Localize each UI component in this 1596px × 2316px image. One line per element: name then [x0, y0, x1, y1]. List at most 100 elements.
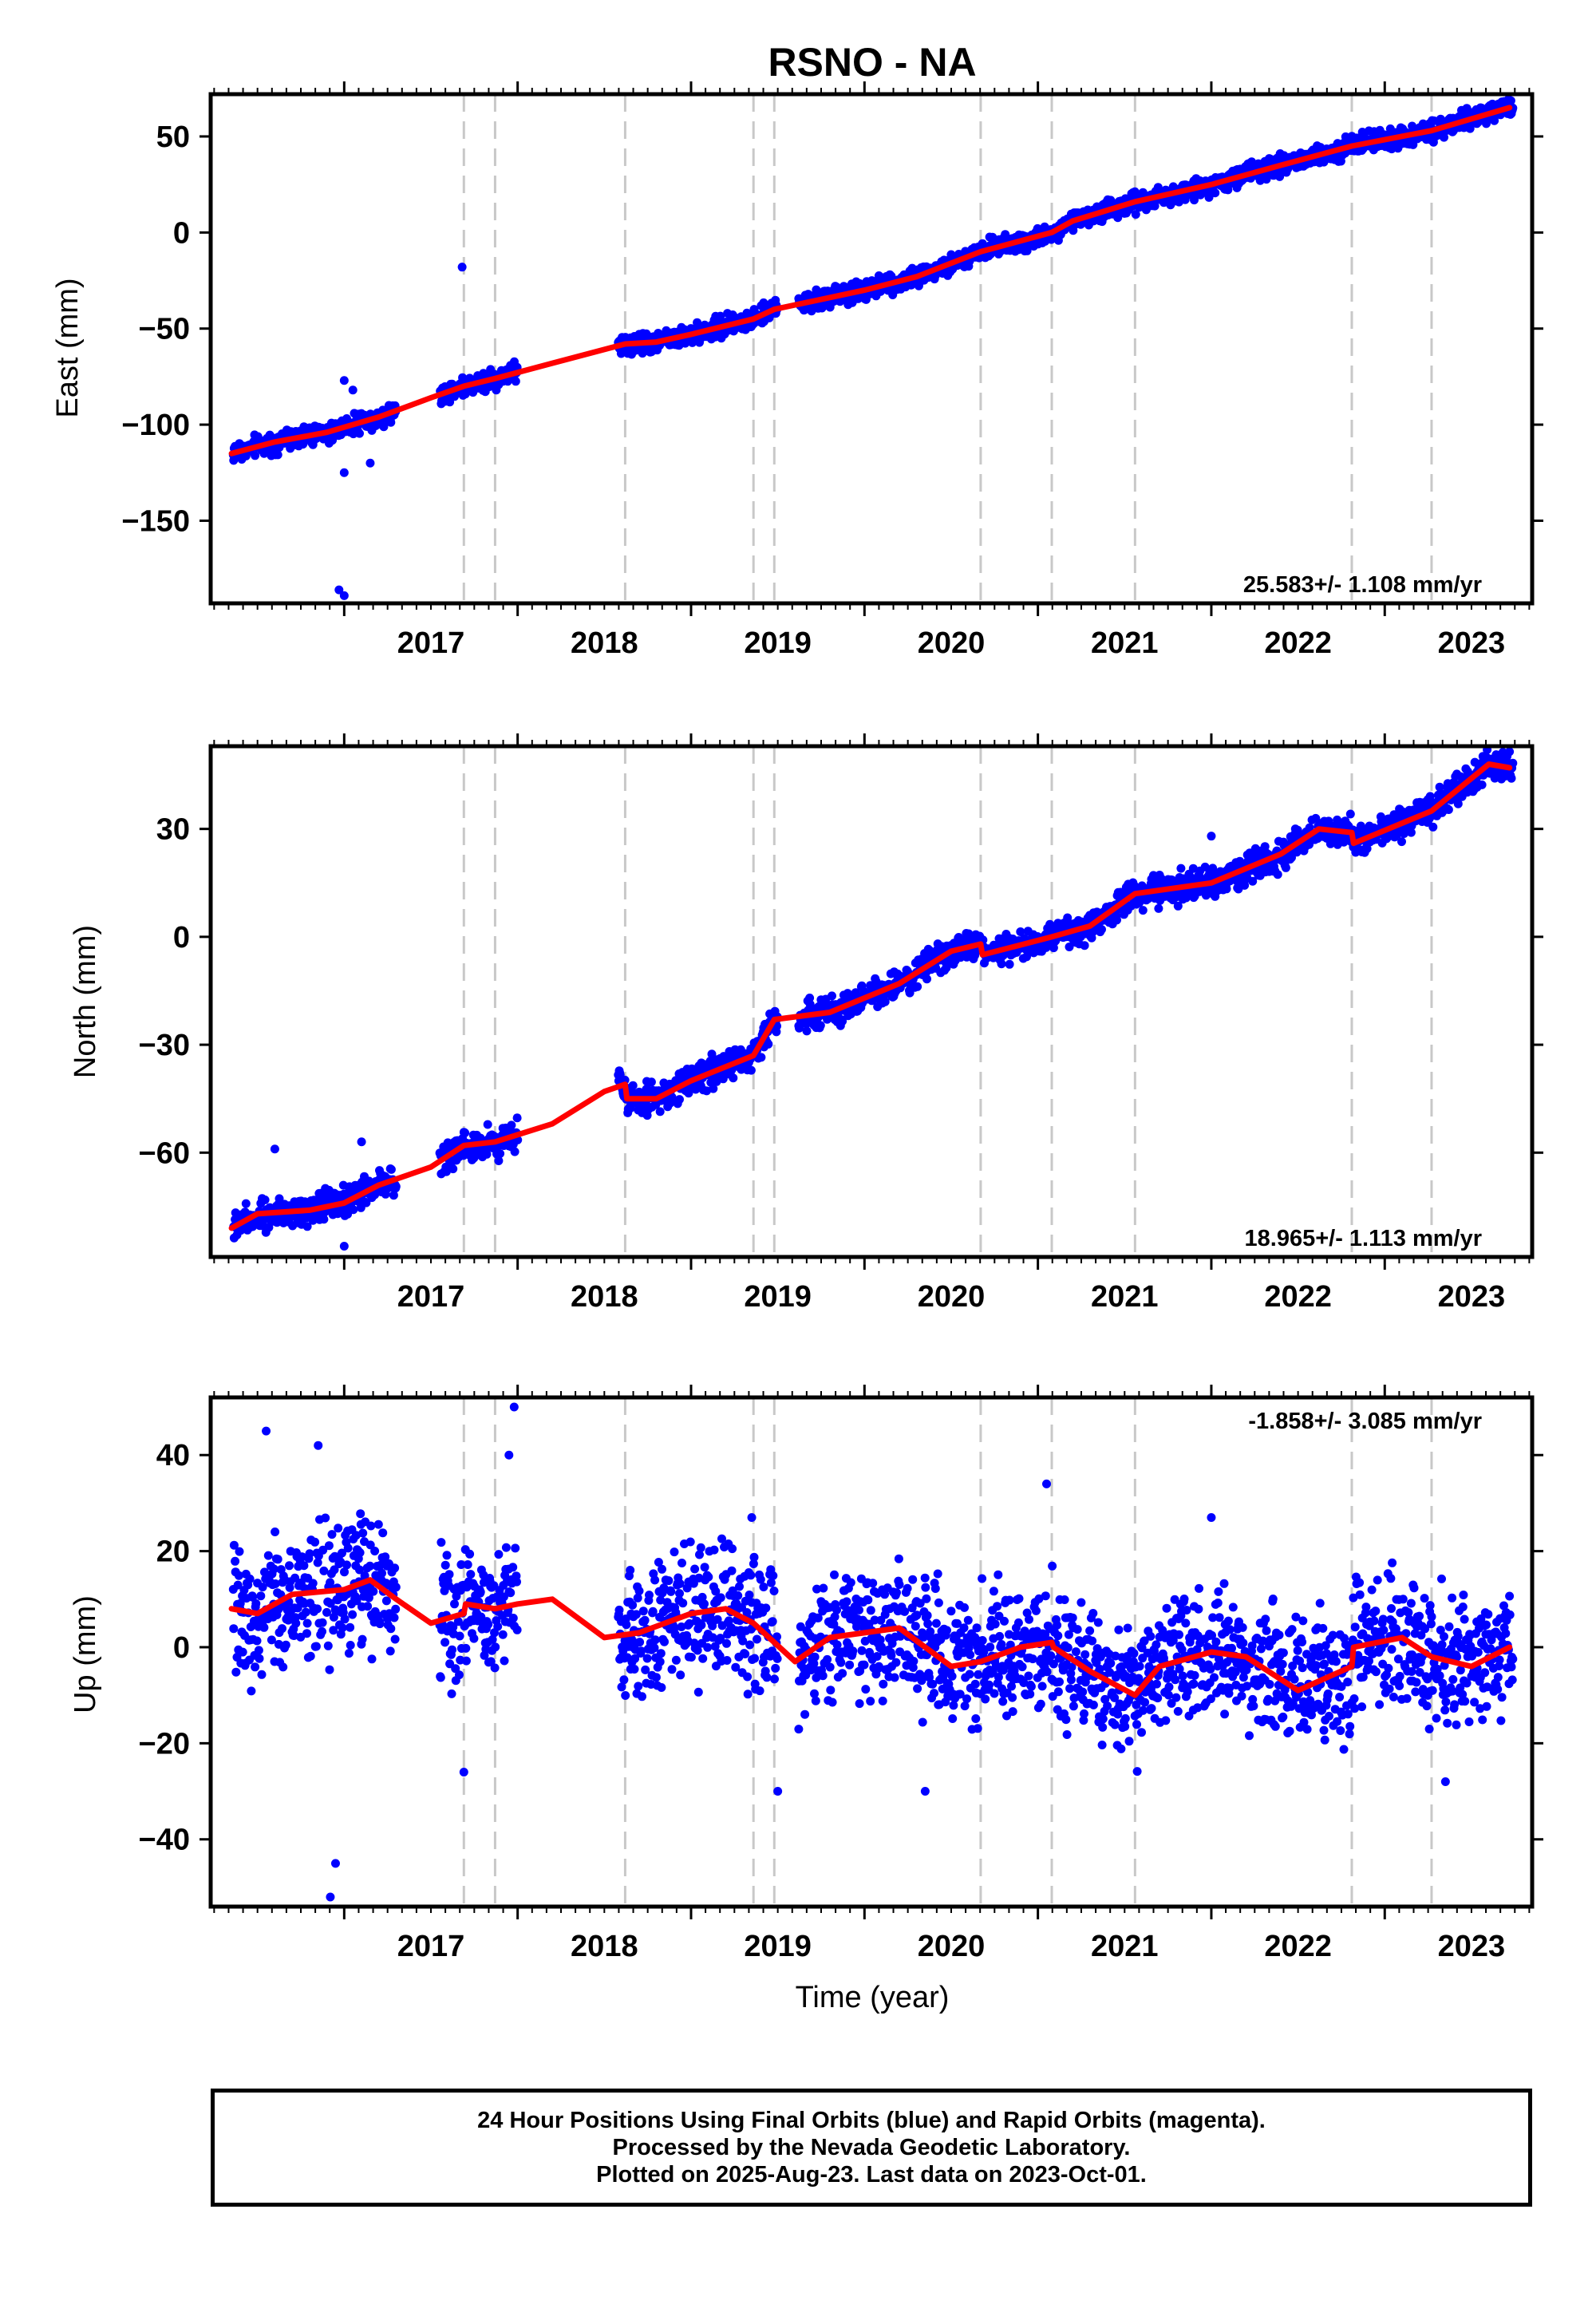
data-point	[482, 1149, 492, 1159]
x-tick-label: 2018	[571, 626, 638, 660]
data-point	[455, 1631, 464, 1641]
outlier-point	[357, 1137, 366, 1147]
data-point	[913, 982, 922, 991]
data-point	[512, 1113, 522, 1123]
data-point	[377, 1568, 386, 1578]
data-point	[1211, 188, 1220, 198]
x-tick-label: 2019	[744, 626, 812, 660]
data-point	[373, 1520, 383, 1529]
data-point	[254, 1646, 263, 1655]
data-point	[313, 1604, 322, 1614]
data-point	[349, 1205, 358, 1215]
data-point	[356, 1509, 365, 1519]
data-point	[344, 1649, 354, 1658]
data-point	[440, 1638, 450, 1647]
data-point	[370, 1547, 380, 1555]
data-point	[1477, 780, 1487, 789]
data-point	[363, 1602, 373, 1611]
data-point	[342, 1560, 351, 1570]
east-ylabel: East (mm)	[51, 278, 85, 417]
data-point	[245, 1574, 255, 1583]
outlier-point	[339, 591, 349, 600]
data-point	[389, 1613, 399, 1622]
data-point	[310, 1537, 320, 1547]
x-tick-label: 2020	[918, 1280, 986, 1314]
y-tick-label: −50	[139, 313, 190, 346]
y-tick-label: −150	[121, 504, 190, 538]
data-point	[390, 1634, 400, 1644]
data-point	[448, 1645, 456, 1654]
data-point	[247, 1686, 256, 1696]
data-point	[367, 1654, 377, 1664]
x-tick-label: 2022	[1264, 626, 1332, 660]
x-tick-label: 2023	[1438, 626, 1506, 660]
data-point	[323, 1641, 333, 1650]
data-point	[318, 1626, 326, 1636]
data-point	[256, 1591, 266, 1601]
data-point	[325, 1665, 334, 1674]
data-point	[1428, 822, 1438, 832]
data-point	[263, 1551, 273, 1560]
data-point	[255, 1654, 264, 1663]
data-point	[348, 1610, 358, 1619]
y-tick-label: 30	[156, 813, 190, 847]
x-tick-label: 2018	[571, 1280, 638, 1314]
data-point	[1397, 837, 1406, 847]
plot-frame	[208, 92, 1535, 606]
data-point	[369, 1587, 378, 1596]
data-point	[693, 318, 702, 327]
y-tick-label: −60	[139, 1136, 190, 1170]
data-point	[302, 1618, 312, 1628]
data-point	[1112, 915, 1121, 925]
data-point	[251, 1662, 260, 1672]
x-tick-label: 2021	[1091, 626, 1159, 660]
data-point	[241, 1199, 251, 1208]
y-tick-label: −30	[139, 1029, 190, 1062]
data-point	[510, 1147, 519, 1156]
data-point	[390, 1563, 400, 1573]
data-point	[273, 450, 282, 460]
data-point	[1001, 230, 1010, 239]
outlier-point	[339, 376, 349, 385]
data-point	[279, 1662, 288, 1672]
data-point	[281, 1640, 290, 1650]
data-point	[251, 1599, 261, 1608]
data-point	[318, 1618, 327, 1627]
data-point	[366, 1521, 376, 1531]
data-point	[273, 1555, 282, 1564]
data-point	[358, 1634, 367, 1644]
data-point	[436, 1673, 445, 1682]
x-tick-label: 2017	[397, 1280, 465, 1314]
data-point	[655, 1107, 665, 1117]
data-point	[922, 974, 931, 984]
data-point	[321, 1513, 330, 1523]
data-point	[442, 1551, 452, 1560]
data-point	[729, 1073, 738, 1083]
data-point	[463, 1560, 472, 1569]
data-point	[1222, 884, 1231, 894]
data-point	[334, 1524, 343, 1533]
x-tick-label: 2017	[397, 626, 465, 660]
data-point	[378, 1528, 388, 1538]
data-point	[231, 1667, 241, 1677]
outlier-point	[457, 263, 467, 272]
data-point	[238, 1647, 247, 1657]
data-point	[391, 1604, 401, 1614]
data-point	[511, 377, 520, 386]
x-tick-label: 2019	[744, 1280, 812, 1314]
data-point	[343, 1543, 353, 1553]
y-tick-label: 50	[156, 121, 190, 154]
data-point	[628, 1081, 638, 1090]
data-point	[460, 1128, 470, 1137]
data-point	[1507, 773, 1516, 783]
data-point	[1505, 747, 1515, 757]
data-point	[278, 1624, 286, 1634]
data-point	[816, 1021, 825, 1030]
data-point	[346, 1622, 355, 1632]
data-point	[257, 1670, 267, 1679]
data-point	[447, 1689, 456, 1698]
data-point	[1273, 870, 1282, 879]
data-point	[757, 1053, 766, 1062]
